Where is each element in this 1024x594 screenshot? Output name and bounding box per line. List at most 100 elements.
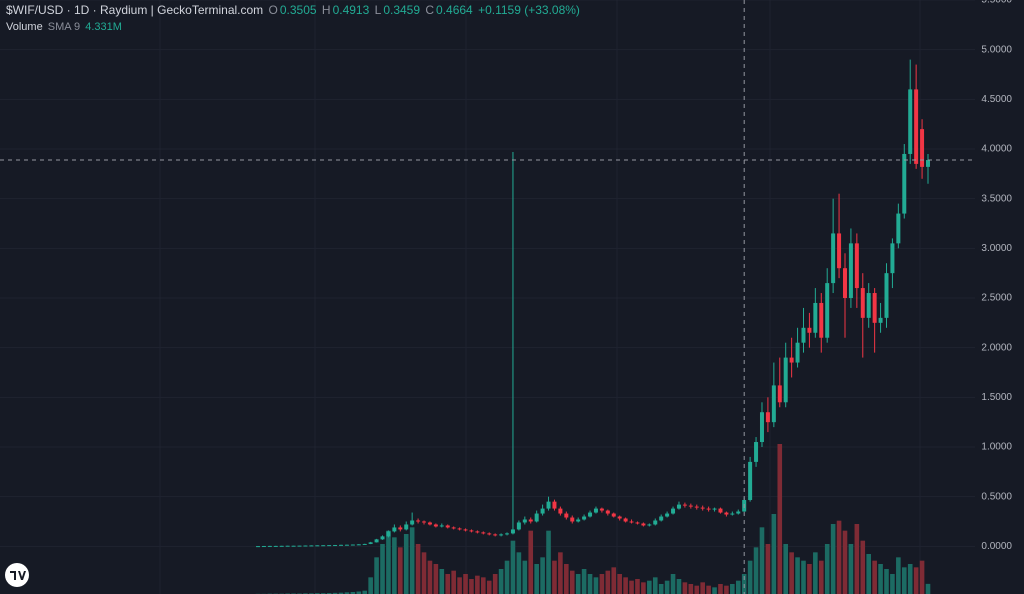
candle-body xyxy=(410,520,415,525)
volume-bar xyxy=(658,584,664,594)
volume-name: Volume xyxy=(6,21,43,33)
candle-body xyxy=(398,527,403,530)
grid xyxy=(0,0,975,547)
volume-bar xyxy=(427,560,433,594)
candle-body xyxy=(285,545,290,547)
candle-body xyxy=(848,243,853,298)
volume-bar xyxy=(534,564,539,594)
candle-body xyxy=(694,506,699,508)
candle-body xyxy=(914,89,919,164)
candle-body xyxy=(842,268,847,298)
candle-body xyxy=(920,129,925,167)
ohlc-value: 0.4913 xyxy=(332,3,370,17)
volume-bar xyxy=(605,570,611,594)
volume-bar xyxy=(872,560,877,594)
volume-bar xyxy=(682,582,688,594)
candle-body xyxy=(493,534,498,536)
candle-body xyxy=(558,508,563,514)
volume-bar xyxy=(753,547,759,594)
volume-bar xyxy=(409,527,415,594)
volume-bar xyxy=(552,560,557,594)
volume-bar xyxy=(362,590,368,594)
volume-bar xyxy=(860,540,866,594)
y-tick-label: 2.5000 xyxy=(981,293,1012,304)
volume-bar xyxy=(824,544,830,594)
volume-bar xyxy=(783,544,788,594)
volume-bar xyxy=(735,580,741,594)
y-tick-label: 5.5000 xyxy=(981,0,1012,6)
y-tick-label: 0.5000 xyxy=(981,491,1012,502)
y-tick-label: 4.0000 xyxy=(981,144,1012,155)
candle-body xyxy=(321,545,326,547)
candle-body xyxy=(611,513,616,517)
volume-bar xyxy=(718,584,723,594)
candle-body xyxy=(866,293,871,318)
volume-bar xyxy=(558,552,563,594)
candle-body xyxy=(463,529,468,531)
candle-body xyxy=(748,461,753,500)
volume-bar xyxy=(759,527,765,594)
volume-bar xyxy=(652,577,658,594)
volume-bar xyxy=(890,574,895,594)
logo-circle xyxy=(5,563,29,587)
volume-bar xyxy=(919,560,925,594)
candle-body xyxy=(890,243,895,274)
candle-body xyxy=(854,243,859,289)
volume-bar xyxy=(587,574,593,594)
candle-body xyxy=(309,545,314,547)
volume-bar xyxy=(635,579,640,594)
volume-bar xyxy=(498,569,504,594)
candle-body xyxy=(451,527,456,529)
volume-bar xyxy=(913,567,919,594)
volume-bar xyxy=(486,580,492,594)
axis-background xyxy=(975,0,1024,594)
volume-pane xyxy=(255,444,931,594)
volume-bar xyxy=(457,577,462,594)
volume-bar xyxy=(540,557,545,594)
candle-body xyxy=(475,531,480,533)
candle-body xyxy=(457,528,462,530)
y-tick-label: 1.0000 xyxy=(981,442,1012,453)
ohlc-value: 0.3459 xyxy=(383,3,421,17)
candle-body xyxy=(439,525,444,527)
volume-bar xyxy=(747,560,753,594)
candle-body xyxy=(623,518,628,522)
candle-body xyxy=(570,517,575,522)
candle-body xyxy=(333,545,338,547)
volume-bar xyxy=(522,560,528,594)
candle-body xyxy=(605,510,610,514)
candle-body xyxy=(665,513,670,517)
ohlc-label: H xyxy=(321,3,331,17)
volume-bar xyxy=(403,534,409,594)
candle-body xyxy=(339,544,344,546)
volume-bar xyxy=(504,560,510,594)
volume-bar xyxy=(694,585,700,594)
candle-body xyxy=(422,521,427,523)
candle-body xyxy=(712,508,717,510)
candle-body xyxy=(516,522,521,530)
candle-body xyxy=(872,293,877,323)
candle-body xyxy=(279,545,284,547)
volume-bar xyxy=(848,544,854,594)
candle-body xyxy=(392,527,397,532)
candle-body xyxy=(659,516,664,521)
volume-bar xyxy=(813,552,818,594)
volume-bar xyxy=(599,574,605,594)
volume-bar xyxy=(368,577,373,594)
candle-body xyxy=(777,385,782,403)
candle-body xyxy=(860,288,865,318)
candle-body xyxy=(416,520,421,522)
candle-body xyxy=(736,511,741,514)
ohlc-value: 0.3505 xyxy=(279,3,317,17)
volume-bar xyxy=(842,530,848,594)
ohlc-label: O xyxy=(268,3,278,17)
candle-body xyxy=(552,501,557,509)
volume-bar xyxy=(807,564,812,594)
candle-body xyxy=(546,501,551,509)
candle-body xyxy=(599,508,604,511)
volume-bar xyxy=(706,585,711,594)
volume-bar xyxy=(475,575,480,594)
volume-bar xyxy=(878,564,883,594)
candle-body xyxy=(765,412,770,423)
candle-body xyxy=(789,357,794,363)
